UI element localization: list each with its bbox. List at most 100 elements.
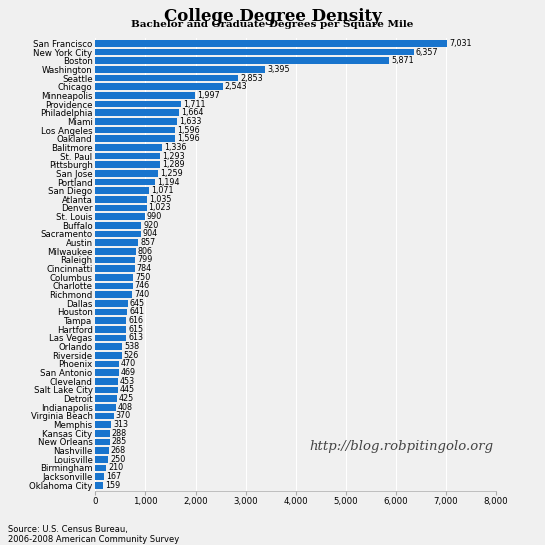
Bar xyxy=(95,404,116,410)
Text: 288: 288 xyxy=(112,429,127,438)
Bar xyxy=(95,222,142,228)
Text: 453: 453 xyxy=(120,377,135,386)
Text: 210: 210 xyxy=(108,463,123,473)
Text: 1,664: 1,664 xyxy=(181,108,203,117)
Bar xyxy=(95,110,179,116)
Text: 313: 313 xyxy=(113,420,128,429)
Text: 1,711: 1,711 xyxy=(183,100,205,108)
Bar xyxy=(95,413,114,419)
Bar xyxy=(95,474,104,480)
Text: College Degree Density: College Degree Density xyxy=(164,8,382,25)
Text: 1,071: 1,071 xyxy=(151,186,173,195)
Bar xyxy=(95,343,122,350)
Text: 250: 250 xyxy=(110,455,125,464)
Text: 469: 469 xyxy=(121,368,136,377)
Text: 746: 746 xyxy=(135,281,150,290)
Text: 857: 857 xyxy=(140,238,155,247)
Bar xyxy=(95,205,147,211)
Text: 6,357: 6,357 xyxy=(416,47,438,57)
Bar xyxy=(95,161,160,168)
Text: 1,259: 1,259 xyxy=(160,169,183,178)
Text: 750: 750 xyxy=(135,273,150,282)
Bar xyxy=(95,239,138,246)
Bar xyxy=(95,378,118,385)
Bar xyxy=(95,153,160,159)
Bar xyxy=(95,300,128,307)
Text: 425: 425 xyxy=(119,394,134,403)
Text: 615: 615 xyxy=(128,325,143,334)
Text: 408: 408 xyxy=(118,403,133,412)
Text: Source: U.S. Census Bureau,
2006-2008 American Community Survey: Source: U.S. Census Bureau, 2006-2008 Am… xyxy=(8,525,179,544)
Text: 740: 740 xyxy=(135,290,149,299)
Text: 1,997: 1,997 xyxy=(197,91,220,100)
Bar xyxy=(95,430,110,437)
Text: http://blog.robpitingolo.org: http://blog.robpitingolo.org xyxy=(310,440,493,453)
Bar xyxy=(95,40,447,47)
Bar xyxy=(95,283,133,289)
Text: 5,871: 5,871 xyxy=(391,56,414,65)
Text: 1,633: 1,633 xyxy=(179,117,202,126)
Bar xyxy=(95,257,135,263)
Bar xyxy=(95,274,133,281)
Bar xyxy=(95,447,109,454)
Text: 784: 784 xyxy=(137,264,152,273)
Text: 1,336: 1,336 xyxy=(164,143,186,152)
Text: 3,395: 3,395 xyxy=(268,65,290,74)
Bar xyxy=(95,421,111,428)
Text: 526: 526 xyxy=(124,351,139,360)
Bar xyxy=(95,75,238,81)
Text: 799: 799 xyxy=(137,256,153,264)
Bar xyxy=(95,135,175,142)
Text: 616: 616 xyxy=(128,316,143,325)
Bar xyxy=(95,144,162,150)
Bar xyxy=(95,370,119,376)
Text: Bachelor and Graduate Degrees per Square Mile: Bachelor and Graduate Degrees per Square… xyxy=(131,20,414,29)
Bar xyxy=(95,92,195,99)
Text: 268: 268 xyxy=(111,446,126,455)
Text: 920: 920 xyxy=(143,221,159,230)
Bar xyxy=(95,482,104,488)
Bar xyxy=(95,317,126,324)
Bar xyxy=(95,335,126,341)
Bar xyxy=(95,265,135,272)
Text: 7,031: 7,031 xyxy=(450,39,472,48)
Bar xyxy=(95,308,128,315)
Text: 285: 285 xyxy=(112,438,127,446)
Bar xyxy=(95,49,414,55)
Bar xyxy=(95,83,223,90)
Text: 613: 613 xyxy=(128,334,143,342)
Text: 1,035: 1,035 xyxy=(149,195,172,204)
Text: 1,293: 1,293 xyxy=(162,152,185,161)
Bar xyxy=(95,326,126,332)
Bar xyxy=(95,170,159,177)
Text: 1,023: 1,023 xyxy=(149,203,171,213)
Bar xyxy=(95,214,145,220)
Bar xyxy=(95,395,117,402)
Text: 538: 538 xyxy=(124,342,140,351)
Text: 1,596: 1,596 xyxy=(177,134,200,143)
Text: 470: 470 xyxy=(121,360,136,368)
Text: 904: 904 xyxy=(143,229,158,239)
Text: 806: 806 xyxy=(138,247,153,256)
Text: 645: 645 xyxy=(130,299,145,308)
Bar xyxy=(95,179,155,185)
Bar xyxy=(95,439,110,445)
Text: 370: 370 xyxy=(116,411,131,421)
Text: 990: 990 xyxy=(147,212,162,221)
Bar xyxy=(95,127,175,134)
Bar xyxy=(95,352,122,359)
Bar xyxy=(95,101,181,107)
Bar xyxy=(95,231,141,237)
Bar xyxy=(95,187,149,194)
Text: 2,853: 2,853 xyxy=(240,74,263,82)
Text: 1,289: 1,289 xyxy=(162,160,185,169)
Bar xyxy=(95,66,265,72)
Bar xyxy=(95,118,177,125)
Bar xyxy=(95,57,389,64)
Bar xyxy=(95,292,132,298)
Bar xyxy=(95,465,106,471)
Bar xyxy=(95,248,136,255)
Text: 641: 641 xyxy=(130,307,144,317)
Text: 167: 167 xyxy=(106,472,121,481)
Text: 445: 445 xyxy=(120,385,135,395)
